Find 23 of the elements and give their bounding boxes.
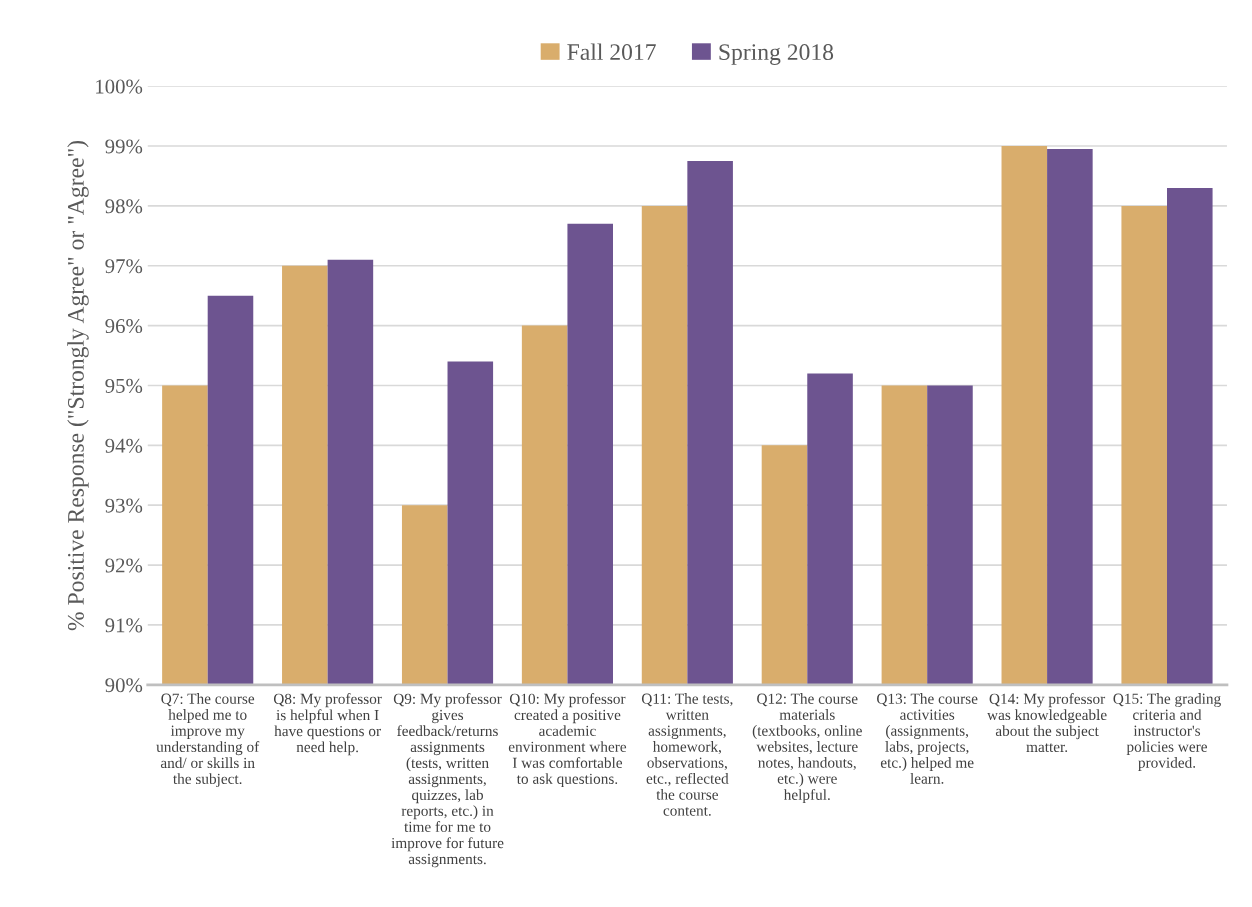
x-tick-label: Q14: My professor was knowledgeable about the subject matter. <box>987 693 1107 753</box>
category-label: Q9: My professor gives feedback/returns assignments (tests, written assignments, quizzes, lab reports, etc.) in time for me to improve for future assignments. <box>391 693 504 868</box>
y-tick-label: 99% <box>105 139 143 154</box>
y-tick-label: 92% <box>105 558 143 573</box>
y-tick-label: 98% <box>105 199 143 214</box>
legend-label: Fall 2017 <box>567 43 656 61</box>
x-tick-label: Q7: The course helped me to improve my understanding of and/ or skills in the subject. <box>156 693 260 788</box>
y-tick-label: 91% <box>105 618 143 633</box>
y-axis-title: % Positive Response ("Strongly Agree" or "Agree") <box>67 141 89 631</box>
legend-label: Spring 2018 <box>719 44 834 65</box>
x-tick-label: Q12: The course materials (textbooks, online websites, lecture notes, handouts, etc.) were helpful. <box>752 693 862 804</box>
y-tick-label: 93% <box>105 498 143 513</box>
x-tick-label: Q13: The course activities (assignments, labs, projects, etc.) helped me learn. <box>877 693 978 784</box>
x-tick-label: Q10: My professor created a positive academic environment where I was comfortable to ask questions. <box>508 693 627 788</box>
x-tick-label: Q11: The tests, written assignments, homework, observations, etc., reflected the course content. <box>641 693 733 816</box>
y-tick-label: 96% <box>105 318 143 334</box>
y-tick-label: 100% <box>96 79 143 94</box>
y-tick-label: 95% <box>105 378 143 393</box>
x-tick-label: Q15: The grading criteria and instructor's policies were provided. <box>1113 693 1221 771</box>
x-tick-label: Q8: My professor is helpful when I have questions or need help. <box>273 693 382 756</box>
y-tick-label: 90% <box>105 678 143 693</box>
y-tick-label: 97% <box>105 259 143 274</box>
y-tick-label: 94% <box>105 438 143 453</box>
